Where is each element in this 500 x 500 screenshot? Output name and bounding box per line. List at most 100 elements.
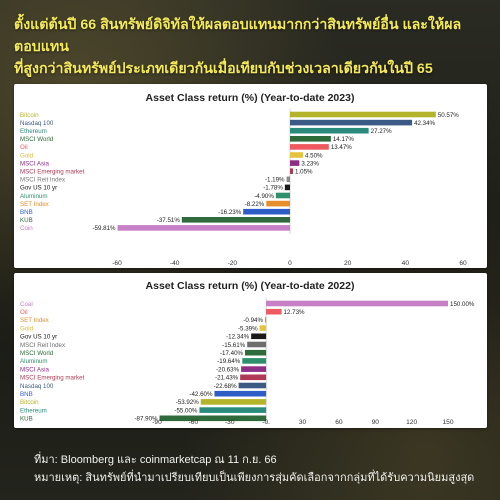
x-tick-label: 60 (335, 419, 343, 426)
category-label: Bitcoin (20, 399, 39, 406)
data-label: 150.00% (450, 301, 475, 308)
x-tick-label: -40 (170, 260, 180, 267)
data-label: -21.43% (215, 375, 239, 382)
category-label: MSCI World (20, 136, 54, 143)
bar (290, 168, 294, 174)
data-label: 3.23% (301, 160, 319, 167)
data-label: -17.40% (220, 350, 244, 357)
x-tick-label: -60 (189, 419, 199, 426)
x-tick-label: 150 (442, 419, 453, 426)
category-label: MSCI Reit Index (20, 342, 66, 349)
headline: ตั้งแต่ต้นปี 66 สินทรัพย์ดิจิทัลให้ผลตอบ… (14, 14, 492, 80)
data-label: -59.81% (93, 225, 117, 232)
data-label: -12.34% (226, 334, 250, 341)
bar (290, 111, 436, 118)
bar (243, 208, 290, 215)
category-label: Aluminum (20, 358, 48, 365)
chart-panel-2022: Asset Class return (%) (Year-to-date 202… (14, 273, 487, 428)
category-label: BNB (20, 209, 33, 216)
bar (238, 382, 267, 389)
category-label: Gov US 10 yr (20, 185, 57, 192)
category-label: SET Index (20, 317, 50, 324)
data-label: -1.78% (263, 185, 283, 192)
category-label: Oil (20, 144, 28, 151)
category-label: MSCI Emerging market (20, 375, 85, 382)
bar (266, 200, 290, 207)
data-label: -19.64% (217, 358, 241, 365)
data-label: 4.50% (305, 152, 323, 159)
x-tick-label: 20 (344, 260, 352, 267)
category-label: MSCI Emerging market (20, 169, 85, 176)
bar (264, 317, 267, 323)
x-tick-label: -0. (262, 419, 270, 426)
category-label: Ethereum (20, 128, 47, 135)
category-label: MSCI Asia (20, 160, 49, 167)
category-label: MSCI Reit Index (20, 177, 66, 184)
data-label: 27.27% (371, 128, 392, 135)
data-label: 1.05% (295, 169, 313, 176)
data-label: -0.94% (243, 317, 263, 324)
bar (241, 366, 267, 372)
category-label: SET Index (20, 201, 50, 208)
category-label: Nasdaq 100 (20, 120, 54, 127)
category-label: KUB (20, 217, 33, 224)
bar (290, 119, 413, 126)
bar (200, 399, 267, 405)
x-tick-label: -90 (152, 419, 162, 426)
data-label: -1.19% (265, 177, 285, 184)
chart-2023: Asset Class return (%) (Year-to-date 202… (20, 92, 467, 267)
data-label: -55.00% (174, 407, 198, 414)
category-label: Gov US 10 yr (20, 334, 57, 341)
category-label: Nasdaq 100 (20, 383, 54, 390)
bar (266, 308, 282, 315)
bar (117, 225, 290, 231)
bar (240, 374, 267, 381)
data-label: 12.73% (284, 309, 305, 316)
category-label: MSCI World (20, 350, 54, 357)
x-tick-label: -60 (112, 260, 122, 267)
data-label: -53.92% (176, 399, 200, 406)
category-label: Aluminum (20, 193, 48, 200)
bar (245, 349, 267, 356)
bar (181, 217, 290, 223)
x-tick-label: 30 (299, 419, 307, 426)
remark-note: หมายเหตุ: สินทรัพย์ที่นำมาเปรียบเทียบเป็… (34, 472, 475, 484)
bar (290, 160, 300, 166)
data-label: -87.90% (134, 416, 158, 423)
bar (251, 333, 267, 340)
chart-2022: Asset Class return (%) (Year-to-date 202… (20, 280, 475, 426)
bar (290, 144, 329, 150)
source-note: ที่มา: Bloomberg และ coinmarketcap ณ 11 … (34, 454, 277, 466)
data-label: -8.22% (245, 201, 265, 208)
data-label: 50.57% (438, 112, 459, 119)
data-label: -22.68% (214, 383, 238, 390)
bar (247, 341, 267, 348)
chart-title: Asset Class return (%) (Year-to-date 202… (146, 92, 355, 104)
bar (242, 358, 267, 364)
bar (199, 407, 267, 413)
data-label: -20.63% (216, 366, 240, 373)
category-label: Ethereum (20, 407, 47, 414)
category-label: BNB (20, 391, 33, 398)
category-label: Coal (20, 301, 33, 308)
bar (266, 300, 448, 307)
data-label: -16.23% (218, 209, 242, 216)
x-tick-label: 40 (402, 260, 410, 267)
x-tick-label: 60 (459, 260, 467, 267)
bar (159, 415, 267, 422)
category-label: MSCI Asia (20, 366, 49, 373)
category-label: Oil (20, 309, 28, 316)
data-label: 14.17% (333, 136, 354, 143)
category-label: Coin (20, 225, 33, 232)
bar (290, 127, 369, 134)
x-tick-label: 120 (406, 419, 417, 426)
category-label: Gold (20, 152, 34, 159)
bar (290, 136, 331, 142)
data-label: 42.34% (414, 120, 435, 127)
headline-line-2: ที่สูงกว่าสินทรัพย์ประเภทเดียวกันเมื่อเท… (14, 61, 433, 77)
bar (290, 152, 303, 158)
bar (214, 390, 267, 397)
bar (284, 184, 290, 191)
chart-title: Asset Class return (%) (Year-to-date 202… (146, 280, 355, 292)
chart-panel-2023: Asset Class return (%) (Year-to-date 202… (14, 84, 487, 268)
